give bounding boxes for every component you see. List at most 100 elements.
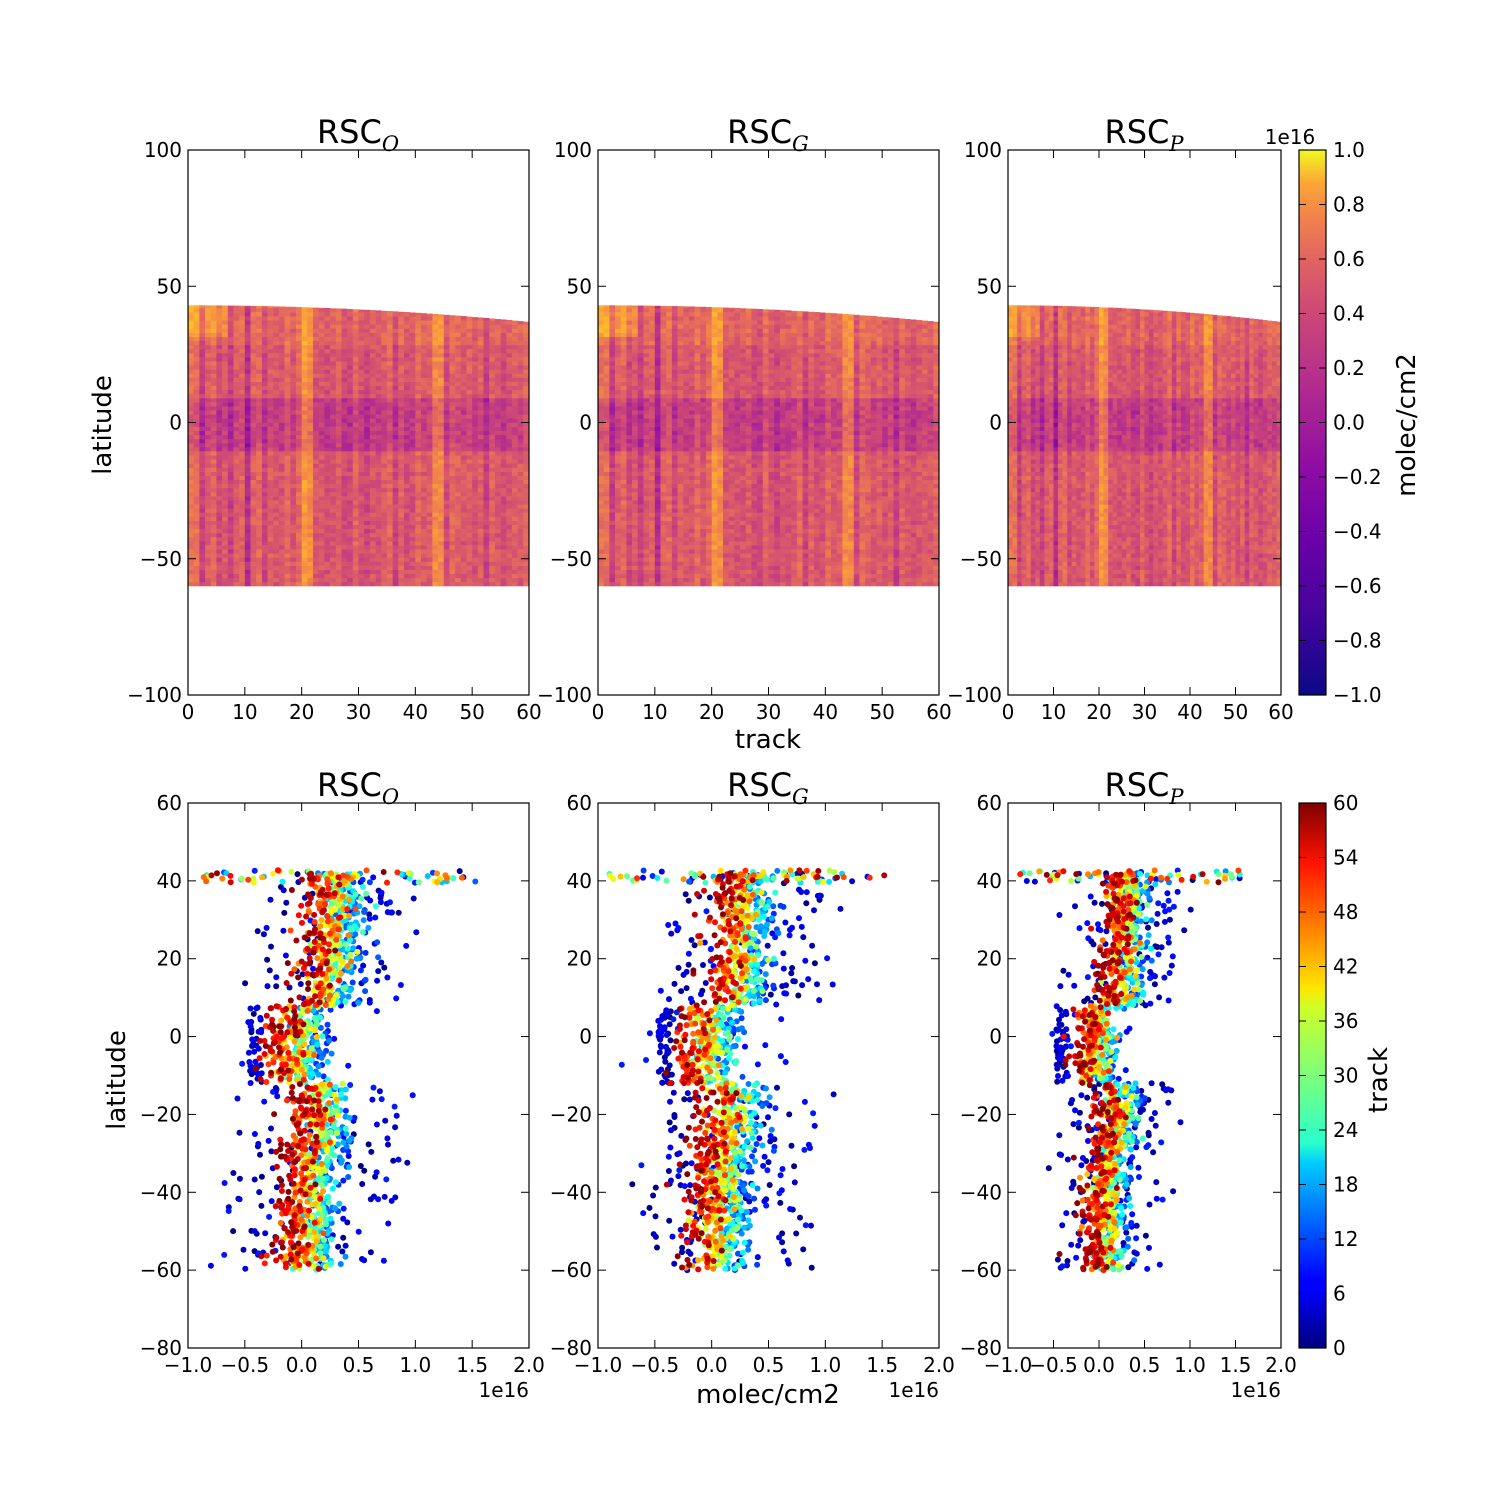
heatmap-cell xyxy=(273,373,279,377)
heatmap-cell xyxy=(330,378,336,382)
heatmap-cell xyxy=(296,431,302,435)
heatmap-cell xyxy=(615,349,621,353)
heatmap-cell xyxy=(455,545,461,549)
heatmap-cell xyxy=(626,427,632,431)
heatmap-cell xyxy=(598,500,604,504)
heatmap-cell xyxy=(478,500,484,504)
heatmap-cell xyxy=(239,484,245,488)
heatmap-cell xyxy=(262,435,268,439)
heatmap-cell xyxy=(239,308,245,312)
heatmap-cell xyxy=(188,570,194,574)
heatmap-cell xyxy=(621,451,627,455)
heatmap-cell xyxy=(393,357,399,361)
heatmap-cell xyxy=(285,435,291,439)
heatmap-cell xyxy=(415,365,421,369)
heatmap-cell xyxy=(324,492,330,496)
heatmap-cell xyxy=(228,472,234,476)
heatmap-cell xyxy=(655,353,661,357)
heatmap-cell xyxy=(655,414,661,418)
heatmap-cell xyxy=(285,414,291,418)
heatmap-cell xyxy=(449,476,455,480)
heatmap-cell xyxy=(234,549,240,553)
heatmap-cell xyxy=(472,414,478,418)
heatmap-cell xyxy=(313,373,319,377)
heatmap-cell xyxy=(319,435,325,439)
heatmap-cell xyxy=(655,557,661,561)
heatmap-cell xyxy=(273,566,279,570)
heatmap-cell xyxy=(251,427,257,431)
heatmap-cell xyxy=(211,324,217,328)
heatmap-cell xyxy=(609,566,615,570)
heatmap-cell xyxy=(285,574,291,578)
heatmap-cell xyxy=(290,353,296,357)
heatmap-cell xyxy=(262,557,268,561)
heatmap-cell xyxy=(626,553,632,557)
heatmap-cell xyxy=(506,480,512,484)
heatmap-cell xyxy=(228,447,234,451)
heatmap-cell xyxy=(638,382,644,386)
heatmap-cell xyxy=(638,365,644,369)
heatmap-cell xyxy=(381,488,387,492)
heatmap-cell xyxy=(506,504,512,508)
heatmap-cell xyxy=(523,410,529,414)
heatmap-cell xyxy=(661,476,667,480)
heatmap-cell xyxy=(262,484,268,488)
heatmap-cell xyxy=(376,349,382,353)
heatmap-cell xyxy=(644,484,650,488)
heatmap-cell xyxy=(199,463,205,467)
heatmap-cell xyxy=(234,345,240,349)
heatmap-cell xyxy=(398,443,404,447)
heatmap-cell xyxy=(604,406,610,410)
heatmap-cell xyxy=(455,439,461,443)
heatmap-cell xyxy=(427,414,433,418)
heatmap-cell xyxy=(324,329,330,333)
heatmap-cell xyxy=(604,459,610,463)
heatmap-cell xyxy=(655,423,661,427)
heatmap-cell xyxy=(336,345,342,349)
heatmap-cell xyxy=(489,427,495,431)
heatmap-cell xyxy=(467,451,473,455)
heatmap-cell xyxy=(666,451,672,455)
heatmap-cell xyxy=(279,557,285,561)
heatmap-cell xyxy=(649,443,655,447)
heatmap-cell xyxy=(387,333,393,337)
heatmap-cell xyxy=(268,570,274,574)
heatmap-cell xyxy=(251,398,257,402)
heatmap-cell xyxy=(194,472,200,476)
heatmap-cell xyxy=(626,582,632,586)
heatmap-cell xyxy=(427,463,433,467)
heatmap-cell xyxy=(421,508,427,512)
heatmap-cell xyxy=(506,566,512,570)
heatmap-cell xyxy=(649,423,655,427)
heatmap-cell xyxy=(353,418,359,422)
heatmap-cell xyxy=(239,488,245,492)
heatmap-cell xyxy=(313,316,319,320)
heatmap-cell xyxy=(518,574,524,578)
heatmap-cell xyxy=(484,349,490,353)
heatmap-cell xyxy=(290,463,296,467)
heatmap-cell xyxy=(421,414,427,418)
heatmap-cell xyxy=(455,562,461,566)
heatmap-cell xyxy=(410,533,416,537)
heatmap-cell xyxy=(199,578,205,582)
heatmap-cell xyxy=(467,402,473,406)
heatmap-cell xyxy=(421,496,427,500)
heatmap-cell xyxy=(188,549,194,553)
heatmap-cell xyxy=(644,537,650,541)
heatmap-cell xyxy=(279,337,285,341)
heatmap-cell xyxy=(290,500,296,504)
heatmap-cell xyxy=(655,512,661,516)
heatmap-cell xyxy=(313,525,319,529)
heatmap-cell xyxy=(638,455,644,459)
heatmap-cell xyxy=(512,451,518,455)
heatmap-cell xyxy=(461,468,467,472)
heatmap-cell xyxy=(432,512,438,516)
heatmap-cell xyxy=(404,361,410,365)
heatmap-cell xyxy=(467,398,473,402)
heatmap-cell xyxy=(364,525,370,529)
heatmap-cell xyxy=(228,369,234,373)
heatmap-cell xyxy=(268,386,274,390)
heatmap-cell xyxy=(415,435,421,439)
heatmap-cell xyxy=(506,455,512,459)
heatmap-cell xyxy=(393,549,399,553)
